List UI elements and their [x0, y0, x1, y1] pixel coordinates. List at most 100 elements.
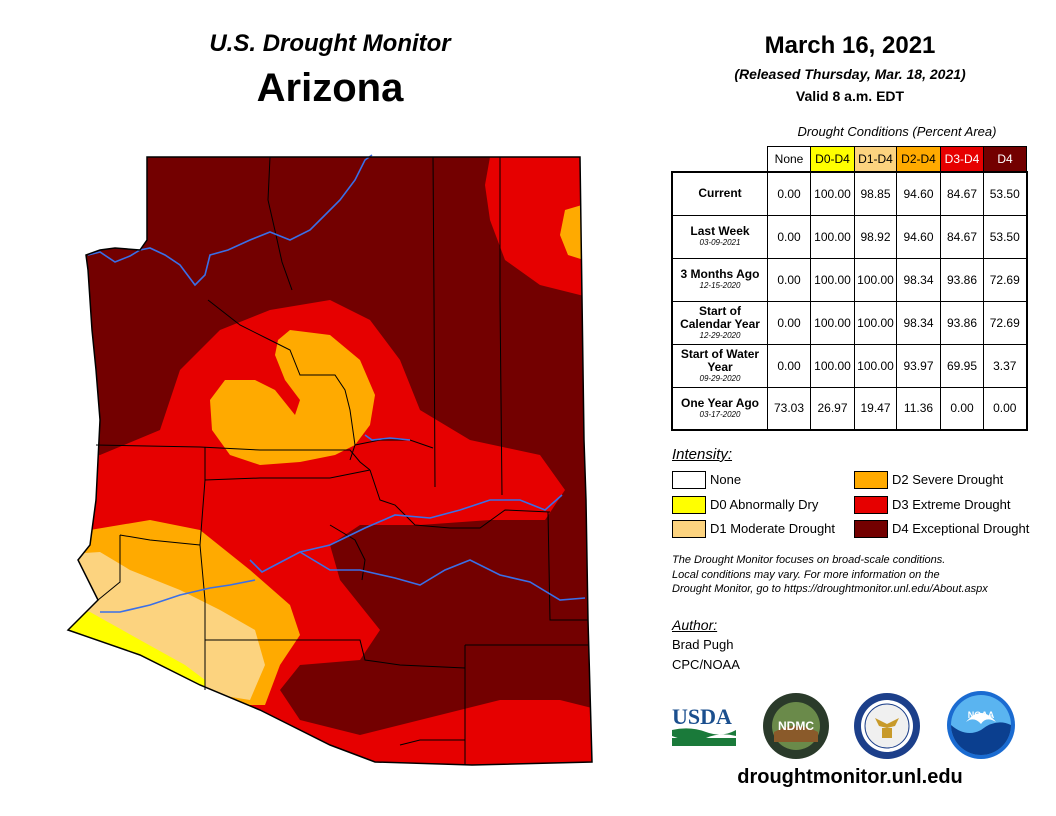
row-label-text: One Year Ago: [680, 395, 760, 410]
table-cell: 26.97: [810, 386, 855, 431]
legend-swatch: [854, 471, 888, 489]
table-cell: 100.00: [810, 300, 855, 345]
map-date: March 16, 2021: [764, 32, 936, 59]
table-row: Current 0.00 100.00 98.85 94.60 84.67 53.50: [671, 171, 1027, 216]
table-cell: 98.92: [854, 214, 897, 259]
table-cell: 93.86: [940, 300, 984, 345]
table-cell: 100.00: [810, 257, 855, 302]
col-header-d0-d4: D0-D4: [810, 146, 855, 173]
row-date: 03-09-2021: [699, 238, 741, 247]
rivers: [87, 154, 586, 613]
arizona-drought-map: [66, 154, 593, 766]
legend-label: D3 Extreme Drought: [892, 497, 1011, 512]
legend-swatch: [672, 471, 706, 489]
table-cell: 53.50: [983, 214, 1027, 259]
legend-label: D0 Abnormally Dry: [710, 497, 819, 512]
table-cell: 94.60: [896, 214, 941, 259]
release-date: (Released Thursday, Mar. 18, 2021): [734, 66, 966, 82]
table-cell: 0.00: [767, 214, 811, 259]
table-cell: 19.47: [854, 386, 897, 431]
legend-label: None: [710, 472, 742, 487]
legend-swatch: [854, 520, 888, 538]
d3-northeast-area: [485, 157, 592, 300]
table-cell: 11.36: [896, 386, 941, 431]
table-corner: [672, 147, 768, 173]
table-row: Start of Water Year 09-29-2020 0.00 100.00 1…: [671, 343, 1027, 388]
row-label: Start of Calendar Year 12-29-2020: [671, 300, 768, 345]
col-header-d4: D4: [983, 146, 1027, 173]
table-cell: 3.37: [983, 343, 1027, 388]
row-date: 12-15-2020: [699, 281, 741, 290]
row-date: 09-29-2020: [699, 373, 741, 383]
note-line: Drought Monitor, go to https://droughtmo…: [672, 583, 988, 595]
ndmc-logo-text: NDMC: [778, 719, 814, 733]
table-cell: 93.86: [940, 257, 984, 302]
row-date: 12-29-2020: [699, 330, 741, 340]
table-caption: Drought Conditions (Percent Area): [797, 124, 997, 139]
drought-areas: [68, 157, 592, 765]
table-cell: 72.69: [983, 300, 1027, 345]
d2-central-area: [210, 330, 375, 465]
table-cell: 53.50: [983, 171, 1027, 216]
table-cell: 73.03: [767, 386, 811, 431]
row-label: Start of Water Year 09-29-2020: [671, 343, 768, 388]
d1-moderate-area: [68, 552, 265, 700]
row-label-text: Start of Calendar Year: [680, 303, 760, 331]
table-cell: 100.00: [854, 257, 897, 302]
legend-label: D4 Exceptional Drought: [892, 521, 1030, 536]
table-cell: 100.00: [854, 300, 897, 345]
table-cell: 100.00: [810, 171, 855, 216]
table-cell: 0.00: [983, 386, 1027, 431]
intensity-title: Intensity:: [672, 446, 733, 463]
table-row: Start of Calendar Year 12-29-2020 0.00 100.…: [671, 300, 1027, 345]
row-label: 3 Months Ago 12-15-2020: [671, 257, 768, 302]
table-cell: 84.67: [940, 214, 984, 259]
table-cell: 100.00: [810, 214, 855, 259]
table-cell: 100.00: [854, 343, 897, 388]
table-cell: 98.85: [854, 171, 897, 216]
disclaimer-note: The Drought Monitor focuses on broad-sca…: [672, 553, 1042, 597]
state-outline: [66, 156, 593, 766]
noaa-logo-text: NOAA: [968, 710, 995, 720]
table-cell: 72.69: [983, 257, 1027, 302]
row-label: One Year Ago 03-17-2020: [671, 386, 768, 431]
monitor-title: U.S. Drought Monitor: [209, 30, 451, 57]
legend-swatch: [672, 520, 706, 538]
legend-label: D1 Moderate Drought: [710, 521, 836, 536]
legend-swatch: [672, 496, 706, 514]
table-cell: 0.00: [767, 343, 811, 388]
table-cell: 84.67: [940, 171, 984, 216]
table-cell: 94.60: [896, 171, 941, 216]
row-label-text: Start of Water Year: [680, 346, 760, 374]
note-line: The Drought Monitor focuses on broad-sca…: [672, 554, 946, 566]
commerce-seal-logo: [854, 693, 920, 759]
table-cell: 98.34: [896, 300, 941, 345]
usda-logo-text: USDA: [672, 704, 732, 729]
noaa-logo: NOAA: [947, 691, 1015, 759]
row-label: Current: [671, 171, 768, 216]
ndmc-logo: NDMC: [763, 693, 829, 759]
author-org: CPC/NOAA: [672, 657, 740, 672]
table-cell: 93.97: [896, 343, 941, 388]
d2-northeast-area: [560, 205, 584, 260]
row-label-text: 3 Months Ago: [680, 267, 760, 281]
note-line: Local conditions may vary. For more info…: [672, 568, 940, 581]
drought-conditions-table: None D0-D4 D1-D4 D2-D4 D3-D4 D4 Current 0…: [671, 146, 1028, 431]
table-row: 3 Months Ago 12-15-2020 0.00 100.00 100.00 98…: [671, 257, 1027, 302]
table-cell: 100.00: [810, 343, 855, 388]
website-url[interactable]: droughtmonitor.unl.edu: [737, 766, 963, 788]
author-title: Author:: [672, 617, 718, 633]
table-row: Last Week 03-09-2021 0.00 100.00 98.92 94.60 8…: [671, 214, 1027, 259]
usda-logo: USDA: [672, 704, 736, 746]
col-header-d3-d4: D3-D4: [940, 146, 984, 173]
legend-label: D2 Severe Drought: [892, 472, 1004, 487]
table-cell: 0.00: [767, 257, 811, 302]
row-date: 03-17-2020: [699, 409, 741, 419]
row-label: Last Week 03-09-2021: [671, 214, 768, 259]
table-cell: 0.00: [940, 386, 984, 431]
state-title: Arizona: [256, 66, 404, 110]
legend-swatch: [854, 496, 888, 514]
row-label-text: Last Week: [690, 224, 750, 238]
table-body: Current 0.00 100.00 98.85 94.60 84.67 53.50 Las…: [671, 171, 1027, 431]
author-name: Brad Pugh: [672, 637, 734, 652]
